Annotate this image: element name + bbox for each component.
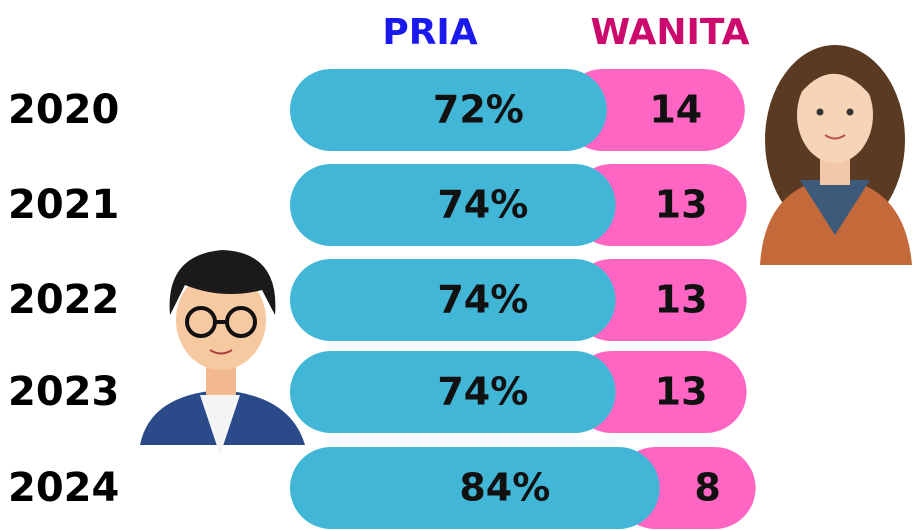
value-label-wanita: 14 <box>649 88 702 132</box>
value-label-wanita: 8 <box>694 466 720 510</box>
year-label: 2024 <box>8 465 119 511</box>
year-label: 2022 <box>8 277 119 323</box>
bar-wanita <box>570 164 747 246</box>
bar-pria <box>290 164 616 246</box>
bar-pria <box>290 351 616 433</box>
value-label-wanita: 13 <box>655 370 708 414</box>
value-label-pria: 72% <box>433 88 524 132</box>
value-label-pria: 74% <box>437 183 528 227</box>
value-label-pria: 74% <box>437 278 528 322</box>
woman-avatar <box>760 45 912 265</box>
year-label: 2020 <box>8 87 119 133</box>
value-label-pria: 84% <box>459 466 550 510</box>
bar-pria <box>290 259 616 341</box>
bar-wanita <box>561 69 745 151</box>
man-avatar <box>140 250 305 455</box>
bar-pria <box>290 447 660 529</box>
bar-wanita <box>570 259 747 341</box>
legend-label: WANITA <box>590 12 749 53</box>
value-label-pria: 74% <box>437 370 528 414</box>
bar-pria <box>290 69 607 151</box>
bars <box>290 69 756 529</box>
year-label: 2021 <box>8 182 119 228</box>
value-label-wanita: 13 <box>655 183 708 227</box>
year-label: 2023 <box>8 369 119 415</box>
value-label-wanita: 13 <box>655 278 708 322</box>
legend-label: PRIA <box>382 12 478 53</box>
bar-wanita <box>570 351 747 433</box>
